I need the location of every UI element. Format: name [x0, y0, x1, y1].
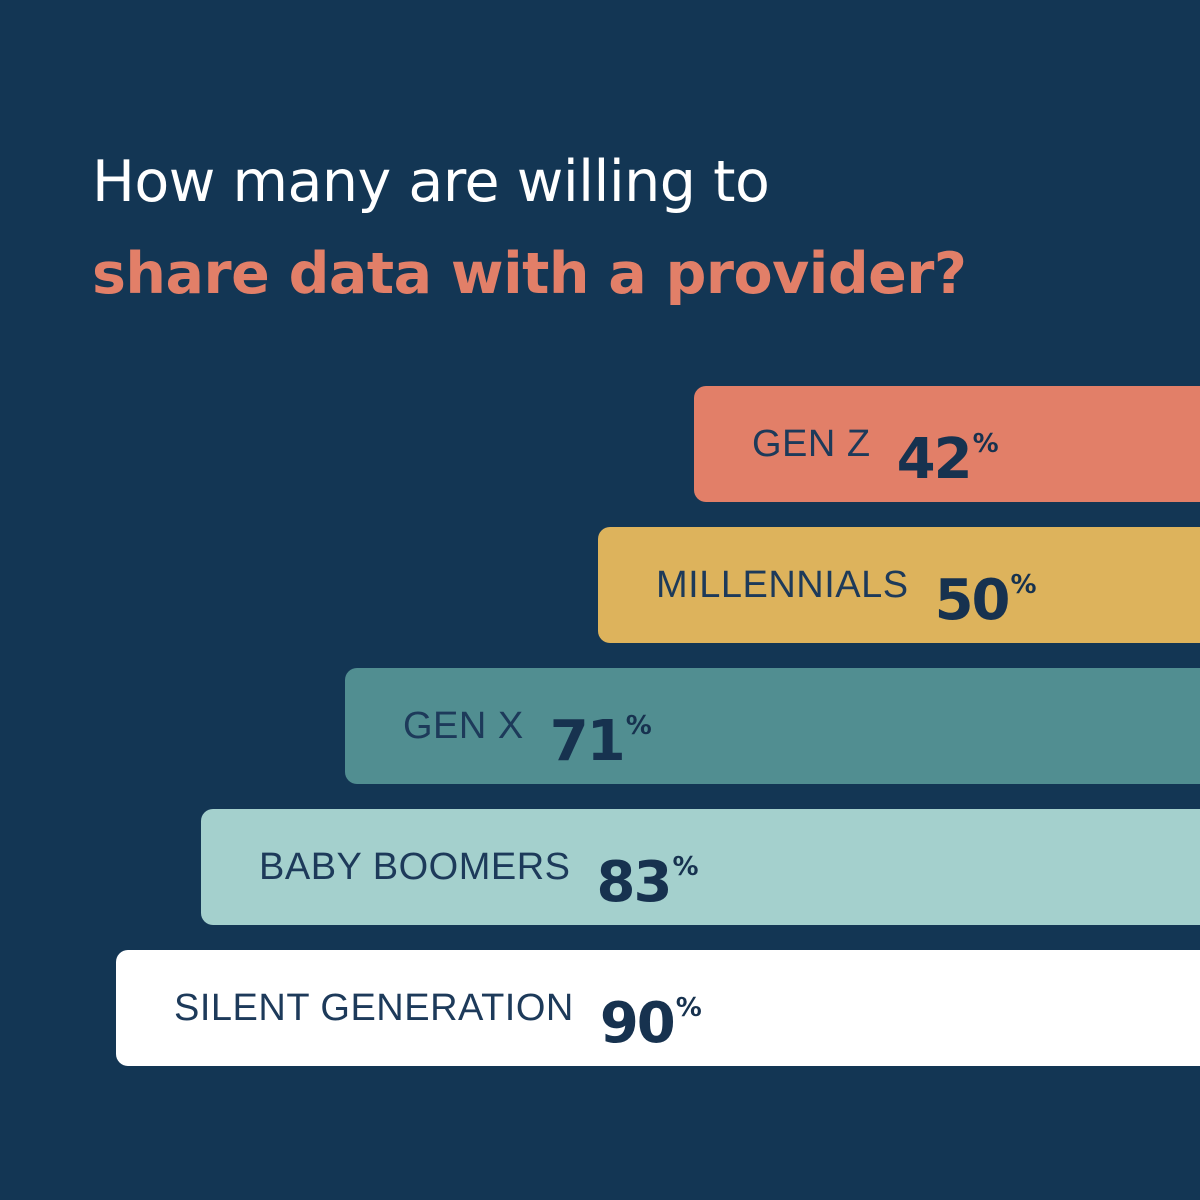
bar-label: GEN X: [403, 705, 524, 747]
percent-sign: %: [1010, 570, 1037, 600]
value-number: 50: [934, 568, 1011, 633]
bar-gen-z: [694, 386, 1200, 502]
percent-sign: %: [972, 429, 999, 459]
bar-value-label: 90%: [600, 950, 702, 1066]
bar-value-label: 42%: [897, 386, 999, 502]
bar-silent-generation: [116, 950, 1200, 1066]
bar-value-label: 71%: [550, 668, 652, 784]
percent-sign: %: [672, 852, 699, 882]
chart-title: How many are willing to share data with …: [92, 132, 1152, 324]
bar-gen-x: [345, 668, 1200, 784]
value-number: 71: [549, 709, 626, 774]
bar-label: MILLENNIALS: [656, 564, 909, 606]
bar-value-label: 50%: [935, 527, 1037, 643]
bar-baby-boomers: [201, 809, 1200, 925]
bar-millennials: [598, 527, 1200, 643]
percent-sign: %: [675, 993, 702, 1023]
bar-label: BABY BOOMERS: [259, 846, 571, 888]
bar-label: GEN Z: [752, 423, 871, 465]
percent-sign: %: [625, 711, 652, 741]
value-number: 83: [596, 850, 673, 915]
bar-value-label: 83%: [597, 809, 699, 925]
bar-label: SILENT GENERATION: [174, 987, 574, 1029]
value-number: 42: [896, 427, 973, 492]
title-line-2-highlight: share data with a provider?: [92, 241, 967, 307]
value-number: 90: [599, 991, 676, 1056]
title-line-1: How many are willing to: [92, 149, 770, 215]
